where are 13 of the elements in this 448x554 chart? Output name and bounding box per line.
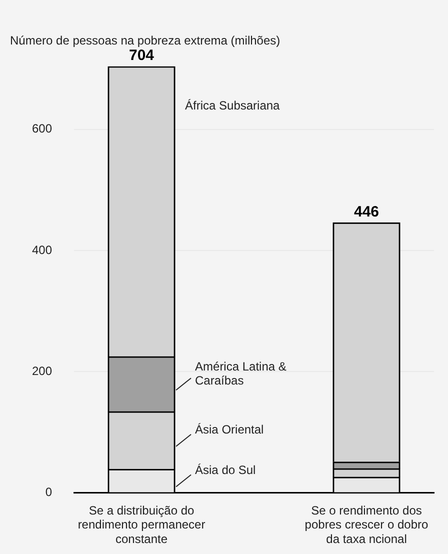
y-tick-label: 200: [32, 364, 52, 378]
x-tick-label: Se o rendimento dos pobres crescer o dobro da taxa ncional: [304, 503, 429, 546]
series-label: Ásia do Sul: [195, 463, 256, 478]
total-label: 446: [354, 203, 380, 220]
y-tick-label: 400: [32, 242, 52, 257]
x-tick-label: Se a distribuição do rendimento permanecer constante: [78, 503, 206, 546]
series-label: África Subsariana: [185, 98, 280, 113]
series-label: América Latina & Caraíbas: [195, 359, 286, 388]
chart-title: Número de pessoas na pobreza extrema (milhões): [10, 34, 280, 48]
total-label: 704: [129, 47, 155, 64]
series-label: Ásia Oriental: [195, 422, 264, 437]
y-tick-label: 0: [45, 485, 52, 500]
y-tick-label: 600: [32, 122, 52, 136]
